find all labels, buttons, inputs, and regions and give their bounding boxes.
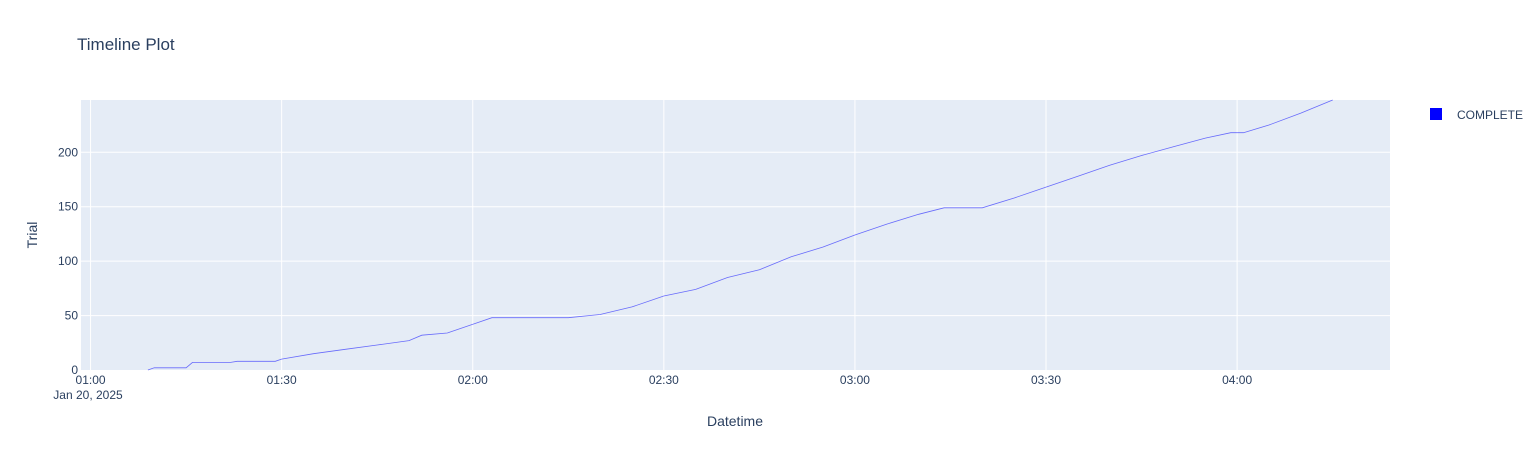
- y-axis-ticks: 0 50 100 150 200: [58, 145, 78, 377]
- x-date-label: Jan 20, 2025: [53, 388, 123, 402]
- series-line-complete[interactable]: [147, 99, 1333, 371]
- y-axis-title: Trial: [24, 222, 40, 249]
- plot-background: [81, 100, 1390, 370]
- chart-title: Timeline Plot: [77, 35, 175, 54]
- legend-swatch-complete[interactable]: [1430, 108, 1442, 120]
- x-tick-label: 02:30: [649, 373, 679, 387]
- x-tick-label: 03:00: [840, 373, 870, 387]
- y-tick-label: 50: [65, 309, 79, 323]
- x-tick-label: 03:30: [1031, 373, 1061, 387]
- series-lines: [147, 99, 1333, 371]
- x-tick-label: 04:00: [1222, 373, 1252, 387]
- x-tick-label: 01:00: [76, 373, 106, 387]
- legend[interactable]: COMPLETE: [1430, 108, 1523, 122]
- y-tick-label: 0: [71, 363, 78, 377]
- y-tick-label: 200: [58, 145, 78, 159]
- y-tick-label: 150: [58, 200, 78, 214]
- x-axis-title: Datetime: [707, 413, 763, 429]
- x-tick-label: 01:30: [267, 373, 297, 387]
- y-tick-label: 100: [58, 254, 78, 268]
- x-axis-ticks: 01:00 01:30 02:00 02:30 03:00 03:30 04:00: [76, 373, 1253, 387]
- legend-label-complete[interactable]: COMPLETE: [1457, 108, 1523, 122]
- x-tick-label: 02:00: [458, 373, 488, 387]
